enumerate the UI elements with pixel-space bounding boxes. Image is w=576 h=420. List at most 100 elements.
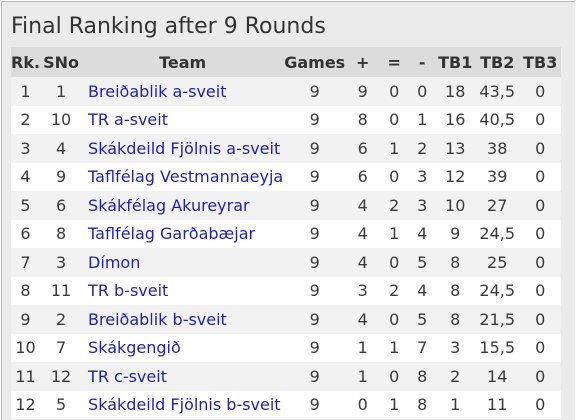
cell-tb2: 24,5	[479, 224, 516, 244]
cell-tb3: 0	[535, 395, 546, 415]
cell-start-number: 3	[55, 252, 67, 272]
cell-games: 9	[309, 167, 320, 187]
cell-start-number: 9	[55, 167, 67, 187]
team-link[interactable]: TR c-sveit	[88, 366, 167, 386]
team-link[interactable]: Skákgengið	[88, 338, 181, 358]
col-header-rk: Rk.	[11, 52, 41, 72]
table-row: 4 9 Taflfélag Vestmannaeyja 9 6 0 3 12 39 0	[11, 162, 562, 191]
cell-draws: 1	[389, 395, 400, 415]
cell-losses: 4	[417, 224, 428, 244]
team-link[interactable]: Breiðablik a-sveit	[88, 81, 227, 101]
team-link[interactable]: Taflfélag Garðabæjar	[88, 224, 256, 244]
table-row: 6 8 Taflfélag Garðabæjar 9 4 1 4 9 24,5 0	[11, 219, 562, 249]
cell-team: Breiðablik a-sveit	[82, 77, 283, 106]
col-header-tb3: TB3	[523, 52, 558, 72]
cell-wins: 4	[357, 252, 368, 272]
cell-losses: 1	[417, 110, 428, 130]
cell-team: Breiðablik b-sveit	[82, 305, 283, 334]
cell-start-number: 12	[50, 366, 72, 386]
cell-rank: 12	[15, 395, 36, 415]
cell-team: Skákfélag Akureyrar	[82, 191, 283, 220]
cell-losses: 5	[417, 252, 428, 272]
cell-start-number: 5	[55, 395, 67, 415]
team-link[interactable]: Skákfélag Akureyrar	[88, 195, 250, 215]
cell-rank: 6	[20, 224, 31, 244]
team-link[interactable]: Breiðablik b-sveit	[88, 309, 227, 329]
cell-tb1: 18	[445, 81, 466, 101]
team-link[interactable]: Skákdeild Fjölnis a-sveit	[88, 138, 281, 158]
cell-wins: 6	[357, 167, 368, 187]
cell-rank: 2	[20, 110, 31, 130]
cell-draws: 0	[389, 309, 400, 329]
table-row: 5 6 Skákfélag Akureyrar 9 4 2 3 10 27 0	[11, 191, 562, 220]
cell-team: TR a-sveit	[82, 106, 283, 135]
cell-games: 9	[309, 224, 320, 244]
cell-tb2: 27	[487, 195, 508, 215]
cell-wins: 1	[357, 338, 368, 358]
cell-games: 9	[309, 395, 320, 415]
table-row: 11 12 TR c-sveit 9 1 0 8 2 14 0	[11, 362, 562, 391]
cell-games: 9	[309, 366, 320, 386]
cell-games: 9	[309, 110, 320, 130]
table-row: 9 2 Breiðablik b-sveit 9 4 0 5 8 21,5 0	[11, 305, 562, 334]
cell-team: Taflfélag Garðabæjar	[82, 220, 283, 249]
cell-draws: 0	[389, 110, 400, 130]
cell-start-number: 2	[55, 309, 67, 329]
cell-team: TR c-sveit	[82, 362, 283, 391]
team-link[interactable]: TR b-sveit	[88, 281, 169, 301]
cell-start-number: 7	[55, 338, 67, 358]
team-link[interactable]: Dímon	[88, 252, 141, 272]
cell-rank: 7	[20, 252, 31, 272]
cell-wins: 8	[357, 110, 368, 130]
cell-tb1: 8	[450, 252, 461, 272]
table-row: 8 11 TR b-sveit 9 3 2 4 8 24,5 0	[11, 276, 562, 306]
cell-losses: 0	[417, 81, 428, 101]
cell-tb3: 0	[535, 195, 546, 215]
cell-tb2: 25	[487, 252, 508, 272]
cell-tb1: 16	[445, 110, 466, 130]
cell-tb1: 8	[450, 281, 461, 301]
table-row: 7 3 Dímon 9 4 0 5 8 25 0	[11, 248, 562, 277]
cell-tb3: 0	[535, 167, 546, 187]
cell-tb2: 24,5	[479, 281, 516, 301]
cell-tb2: 21,5	[479, 309, 516, 329]
cell-games: 9	[309, 281, 320, 301]
cell-rank: 8	[20, 281, 31, 301]
col-header-losses: -	[418, 52, 426, 72]
cell-tb3: 0	[535, 281, 546, 301]
table-row: 1 1 Breiðablik a-sveit 9 9 0 0 18 43,5 0	[11, 77, 562, 106]
cell-rank: 11	[15, 366, 36, 386]
cell-wins: 3	[357, 281, 368, 301]
cell-losses: 3	[417, 195, 428, 215]
col-header-wins: +	[356, 52, 370, 72]
cell-tb3: 0	[535, 366, 546, 386]
cell-losses: 8	[417, 395, 428, 415]
cell-losses: 3	[417, 167, 428, 187]
col-header-team: Team	[159, 52, 207, 72]
cell-team: TR b-sveit	[82, 277, 283, 306]
cell-wins: 4	[357, 195, 368, 215]
col-header-sno: SNo	[43, 52, 79, 72]
cell-losses: 4	[417, 281, 428, 301]
cell-rank: 5	[20, 195, 31, 215]
cell-tb2: 14	[487, 366, 508, 386]
cell-tb2: 11	[487, 395, 508, 415]
cell-rank: 9	[20, 309, 31, 329]
cell-rank: 3	[20, 138, 31, 158]
cell-tb3: 0	[535, 81, 546, 101]
team-link[interactable]: TR a-sveit	[88, 110, 168, 130]
cell-team: Dímon	[82, 248, 283, 277]
col-header-tb2: TB2	[480, 52, 515, 72]
cell-tb3: 0	[535, 309, 546, 329]
cell-draws: 0	[389, 81, 400, 101]
team-link[interactable]: Skákdeild Fjölnis b-sveit	[88, 395, 281, 415]
cell-games: 9	[309, 252, 320, 272]
cell-draws: 0	[389, 167, 400, 187]
cell-games: 9	[309, 81, 320, 101]
cell-tb1: 10	[445, 195, 466, 215]
cell-rank: 1	[20, 81, 31, 101]
cell-tb3: 0	[535, 138, 546, 158]
team-link[interactable]: Taflfélag Vestmannaeyja	[88, 167, 284, 187]
